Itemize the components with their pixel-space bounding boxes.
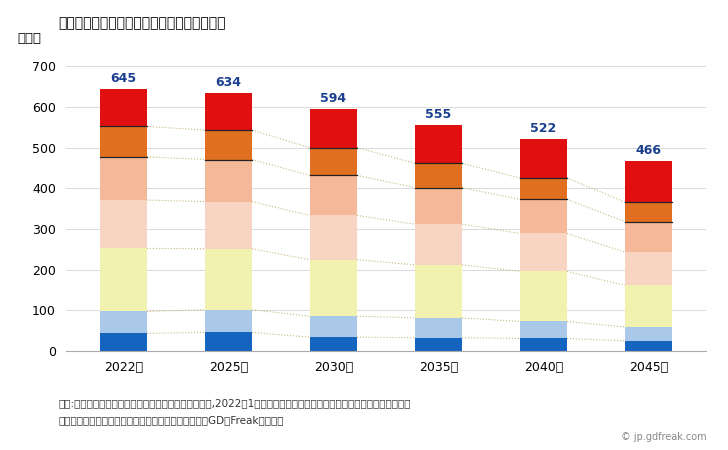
Bar bbox=[415, 125, 462, 163]
Bar bbox=[520, 139, 567, 178]
Bar bbox=[100, 126, 147, 157]
Bar bbox=[205, 310, 252, 333]
Bar bbox=[625, 162, 672, 202]
Bar bbox=[415, 265, 462, 318]
Text: 466: 466 bbox=[636, 144, 662, 158]
Bar bbox=[520, 321, 567, 338]
Bar bbox=[520, 234, 567, 271]
Bar bbox=[520, 271, 567, 321]
Bar bbox=[625, 341, 672, 351]
Bar bbox=[625, 221, 672, 252]
Bar bbox=[625, 327, 672, 341]
Bar bbox=[205, 202, 252, 249]
Bar bbox=[100, 157, 147, 200]
Text: 645: 645 bbox=[110, 72, 136, 85]
Bar bbox=[309, 316, 357, 337]
Bar bbox=[415, 338, 462, 351]
Bar bbox=[100, 333, 147, 351]
Bar bbox=[100, 89, 147, 126]
Bar bbox=[100, 248, 147, 311]
Bar bbox=[309, 260, 357, 316]
Bar bbox=[520, 199, 567, 234]
Bar bbox=[520, 178, 567, 199]
Text: 522: 522 bbox=[530, 122, 556, 135]
Bar bbox=[415, 224, 462, 265]
Bar bbox=[205, 130, 252, 160]
Bar bbox=[625, 202, 672, 221]
Bar bbox=[309, 148, 357, 176]
Bar bbox=[205, 160, 252, 202]
Bar bbox=[309, 337, 357, 351]
Text: 555: 555 bbox=[425, 108, 451, 121]
Bar bbox=[100, 200, 147, 248]
Bar bbox=[205, 333, 252, 351]
Text: 594: 594 bbox=[320, 92, 347, 105]
Text: 634: 634 bbox=[215, 76, 241, 89]
Bar bbox=[415, 188, 462, 224]
Text: 西和賀町の要介護（要支援）者数の将来推計: 西和賀町の要介護（要支援）者数の将来推計 bbox=[58, 16, 226, 30]
Bar bbox=[415, 163, 462, 188]
Text: 出所:実績値は「介護事業状況報告月報」（厚生労働省,2022年1月）。推計値は「全国又は都道府県の男女・年齢階層別: 出所:実績値は「介護事業状況報告月報」（厚生労働省,2022年1月）。推計値は「… bbox=[58, 398, 411, 408]
Bar bbox=[205, 249, 252, 310]
Bar bbox=[309, 176, 357, 216]
Bar bbox=[415, 318, 462, 338]
Bar bbox=[309, 109, 357, 148]
Bar bbox=[100, 311, 147, 333]
Text: ［人］: ［人］ bbox=[17, 32, 41, 45]
Bar bbox=[520, 338, 567, 351]
Text: © jp.gdfreak.com: © jp.gdfreak.com bbox=[620, 432, 706, 442]
Text: 要介護度別平均認定率を当域内人口構成に当てはめてGD　Freakが算出。: 要介護度別平均認定率を当域内人口構成に当てはめてGD Freakが算出。 bbox=[58, 415, 284, 425]
Bar bbox=[625, 252, 672, 285]
Bar bbox=[625, 285, 672, 327]
Bar bbox=[309, 216, 357, 260]
Bar bbox=[205, 93, 252, 130]
